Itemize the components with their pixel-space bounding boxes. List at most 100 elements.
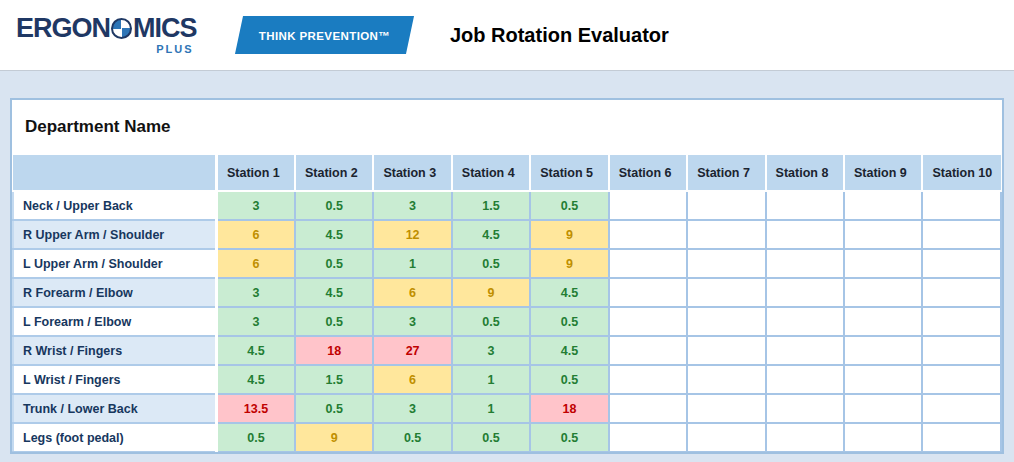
score-cell[interactable] [687, 336, 765, 365]
score-cell[interactable]: 3 [452, 336, 530, 365]
score-cell[interactable]: 13.5 [217, 394, 295, 423]
score-cell[interactable] [766, 191, 844, 220]
score-cell[interactable] [766, 307, 844, 336]
score-cell[interactable] [844, 191, 922, 220]
score-cell[interactable] [687, 394, 765, 423]
score-cell[interactable] [844, 365, 922, 394]
score-cell[interactable] [922, 191, 1001, 220]
score-cell[interactable] [922, 278, 1001, 307]
score-cell[interactable]: 4.5 [295, 278, 373, 307]
score-cell[interactable] [844, 278, 922, 307]
score-cell[interactable]: 1 [452, 365, 530, 394]
score-cell[interactable] [766, 365, 844, 394]
logo-text-right: MICS [133, 15, 197, 42]
score-cell[interactable] [844, 220, 922, 249]
score-cell[interactable] [766, 394, 844, 423]
score-cell[interactable] [844, 394, 922, 423]
score-cell[interactable]: 0.5 [295, 394, 373, 423]
score-cell[interactable]: 1.5 [295, 365, 373, 394]
score-cell[interactable]: 1 [373, 249, 451, 278]
score-cell[interactable] [609, 307, 687, 336]
score-cell[interactable]: 3 [373, 394, 451, 423]
score-cell[interactable] [844, 336, 922, 365]
score-cell[interactable] [766, 220, 844, 249]
score-cell[interactable]: 9 [530, 220, 608, 249]
score-cell[interactable] [844, 307, 922, 336]
score-cell[interactable]: 9 [295, 423, 373, 452]
score-cell[interactable]: 1.5 [452, 191, 530, 220]
score-cell[interactable]: 0.5 [295, 191, 373, 220]
department-name-heading[interactable]: Department Name [12, 100, 1002, 155]
score-cell[interactable]: 0.5 [530, 191, 608, 220]
score-cell[interactable]: 0.5 [295, 307, 373, 336]
score-cell[interactable]: 0.5 [530, 307, 608, 336]
score-cell[interactable]: 3 [217, 191, 295, 220]
score-cell[interactable]: 1 [452, 394, 530, 423]
score-cell[interactable] [766, 423, 844, 452]
score-cell[interactable] [922, 394, 1001, 423]
station-column-header: Station 4 [452, 155, 530, 191]
score-cell[interactable] [609, 278, 687, 307]
rotation-table: Station 1Station 2Station 3Station 4Stat… [12, 155, 1002, 453]
score-cell[interactable]: 9 [452, 278, 530, 307]
score-cell[interactable] [922, 249, 1001, 278]
score-cell[interactable]: 18 [295, 336, 373, 365]
score-cell[interactable]: 0.5 [452, 249, 530, 278]
score-cell[interactable]: 4.5 [530, 336, 608, 365]
score-cell[interactable]: 0.5 [295, 249, 373, 278]
score-cell[interactable]: 6 [373, 278, 451, 307]
score-cell[interactable]: 27 [373, 336, 451, 365]
score-cell[interactable]: 0.5 [530, 423, 608, 452]
score-cell[interactable]: 3 [373, 307, 451, 336]
station-column-header: Station 1 [217, 155, 295, 191]
score-cell[interactable]: 12 [373, 220, 451, 249]
score-cell[interactable]: 0.5 [373, 423, 451, 452]
score-cell[interactable]: 4.5 [295, 220, 373, 249]
score-cell[interactable]: 0.5 [530, 365, 608, 394]
score-cell[interactable]: 4.5 [217, 365, 295, 394]
table-row: R Forearm / Elbow 34.5694.5 [13, 278, 1001, 307]
score-cell[interactable]: 0.5 [452, 423, 530, 452]
score-cell[interactable]: 6 [217, 249, 295, 278]
app-header: ERGONMICS PLUS THINK PREVENTION™ Job Rot… [0, 0, 1014, 71]
score-cell[interactable] [922, 423, 1001, 452]
score-cell[interactable] [922, 365, 1001, 394]
globe-crosshair-icon [111, 18, 132, 39]
score-cell[interactable] [922, 336, 1001, 365]
score-cell[interactable] [609, 336, 687, 365]
score-cell[interactable] [687, 249, 765, 278]
score-cell[interactable] [687, 365, 765, 394]
score-cell[interactable] [844, 423, 922, 452]
score-cell[interactable]: 4.5 [530, 278, 608, 307]
score-cell[interactable] [766, 278, 844, 307]
score-cell[interactable]: 0.5 [217, 423, 295, 452]
score-cell[interactable]: 4.5 [217, 336, 295, 365]
score-cell[interactable] [609, 394, 687, 423]
score-cell[interactable]: 18 [530, 394, 608, 423]
score-cell[interactable] [687, 220, 765, 249]
score-cell[interactable]: 9 [530, 249, 608, 278]
score-cell[interactable] [687, 191, 765, 220]
score-cell[interactable] [609, 249, 687, 278]
score-cell[interactable]: 6 [217, 220, 295, 249]
score-cell[interactable] [687, 307, 765, 336]
score-cell[interactable] [687, 278, 765, 307]
score-cell[interactable]: 3 [373, 191, 451, 220]
score-cell[interactable] [766, 336, 844, 365]
score-cell[interactable]: 4.5 [452, 220, 530, 249]
score-cell[interactable]: 3 [217, 307, 295, 336]
score-cell[interactable] [609, 220, 687, 249]
score-cell[interactable] [922, 307, 1001, 336]
score-cell[interactable] [687, 423, 765, 452]
score-cell[interactable]: 0.5 [452, 307, 530, 336]
score-cell[interactable]: 6 [373, 365, 451, 394]
score-cell[interactable] [609, 191, 687, 220]
score-cell[interactable] [844, 249, 922, 278]
body-part-label: R Wrist / Fingers [13, 336, 217, 365]
score-cell[interactable] [766, 249, 844, 278]
score-cell[interactable] [922, 220, 1001, 249]
score-cell[interactable] [609, 423, 687, 452]
score-cell[interactable] [609, 365, 687, 394]
think-prevention-badge: THINK PREVENTION™ [234, 16, 413, 54]
score-cell[interactable]: 3 [217, 278, 295, 307]
